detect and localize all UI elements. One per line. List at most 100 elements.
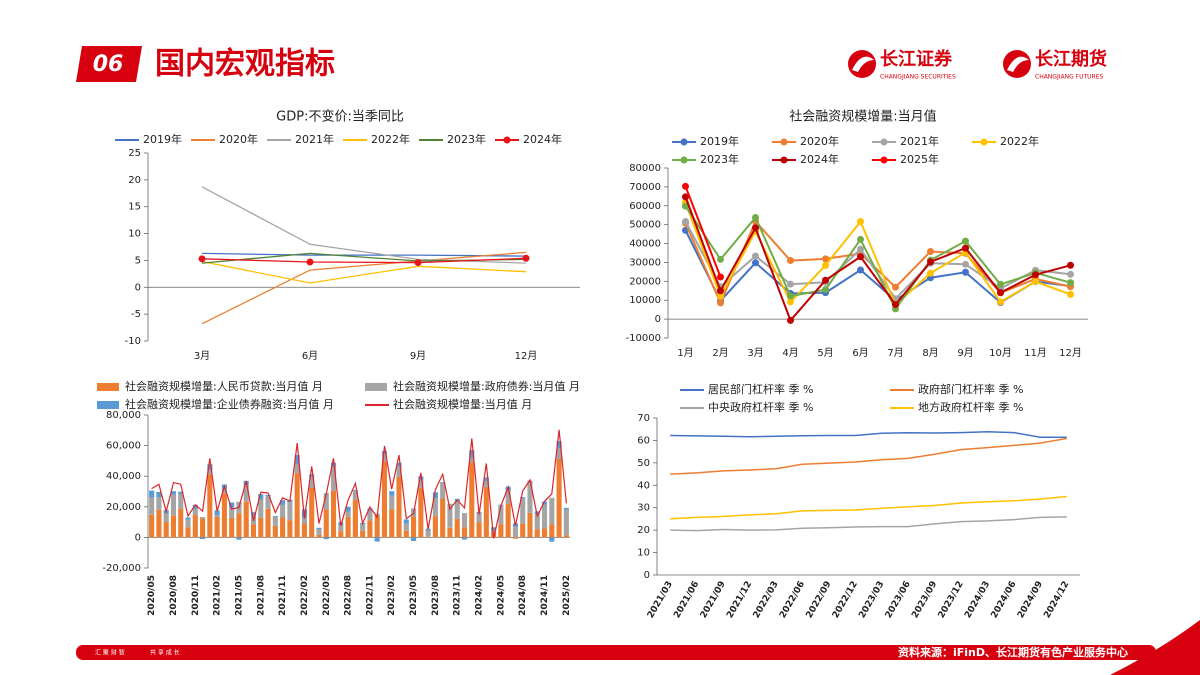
series-marker [787,298,794,306]
legend-label: 地方政府杠杆率 季 % [918,400,1023,414]
section-badge [76,46,142,82]
legend-label: 社会融资规模增量:人民币贷款:当月值 月 [125,379,323,393]
x-tick-label: 2022/05 [322,575,332,616]
bar [258,499,264,518]
bar [483,487,489,538]
series-marker [857,253,864,261]
bar [221,493,227,538]
bar [323,509,329,538]
bar [258,494,264,500]
x-tick-label: 2021/11 [278,575,288,616]
series-line [670,495,1067,520]
bar [367,508,373,511]
bar [432,516,438,538]
x-tick-label: 2021/06 [672,580,701,620]
x-tick-label: 10月 [989,347,1012,359]
y-tick-label: 0 [644,570,650,581]
footer-bar [76,645,1156,660]
bar [265,494,271,497]
x-tick-label: 2024/06 [990,580,1019,620]
legend-label: 2025年 [900,152,939,166]
bar [265,496,271,509]
x-tick-label: 4月 [782,347,798,359]
bar [389,509,395,538]
y-tick-label: 20,000 [106,502,141,513]
bar [381,461,388,538]
bar [381,453,388,462]
y-tick-label: -10 [125,336,141,347]
logo-sub: CHANGJIANG FUTURES [1035,74,1103,81]
bar [367,510,373,521]
legend-marker [880,156,888,164]
series-marker [997,280,1004,288]
bar [185,517,191,520]
x-tick-label: 7月 [887,347,903,359]
x-tick-label: 8月 [922,347,938,359]
x-tick-label: 2023/06 [884,580,913,620]
logo-sub: CHANGJIANG SECURITIES [880,74,956,81]
series-marker [1032,271,1039,279]
bar [352,491,358,500]
bar [280,500,286,505]
series-marker [1067,290,1074,298]
legend-label: 2019年 [700,134,739,148]
y-tick-label: 20 [637,525,650,536]
bar [192,504,198,509]
bar [556,448,562,459]
bar [200,517,206,519]
bar [280,517,286,538]
bar [156,509,162,538]
series-marker [822,255,829,263]
y-tick-label: 20000 [629,276,661,287]
y-tick-label: 30000 [629,257,661,268]
series-marker [787,316,794,324]
bar [469,457,475,463]
bar [520,523,526,538]
legend-marker [680,138,688,146]
bar [250,524,257,538]
bar [556,441,562,449]
bar [301,523,307,538]
legend-label: 社会融资规模增量:当月值 月 [393,397,532,411]
y-tick-label: 25 [128,148,141,159]
bar [396,476,402,538]
x-tick-label: 2022/06 [778,580,807,620]
series-marker [997,298,1004,306]
x-tick-label: 12月 [1059,347,1082,359]
bar [243,501,249,538]
series-marker [962,237,969,245]
footer-source: 资料来源：iFinD、长江期货有色产业服务中心 [898,645,1128,659]
series-line [151,429,567,539]
bar [440,482,446,484]
bar [178,491,184,494]
x-tick-label: 2021/03 [646,580,675,620]
bar [534,514,540,530]
x-tick-label: 2021/08 [256,575,266,616]
bar [469,462,475,538]
series-marker [787,257,794,265]
series-marker [1032,278,1039,286]
x-tick-label: 2024/09 [1016,580,1045,620]
bar [287,520,293,538]
bar [170,515,177,538]
bar [534,511,540,515]
series-marker [892,283,899,291]
bar [411,516,417,538]
x-tick-label: 6月 [302,350,318,362]
x-tick-label: 2020/08 [169,575,179,616]
bar [229,502,235,508]
bar [549,537,555,542]
x-tick-label: 9月 [957,347,973,359]
bar [396,462,402,467]
bar [469,450,475,458]
series-marker [962,260,969,268]
y-tick-label: 40,000 [106,471,141,482]
bar [541,504,548,529]
legend-label: 2020年 [800,134,839,148]
bar [192,515,198,538]
x-tick-label: 2023/11 [453,575,463,616]
bar [178,508,184,538]
bar [316,528,322,535]
bar [381,451,388,454]
